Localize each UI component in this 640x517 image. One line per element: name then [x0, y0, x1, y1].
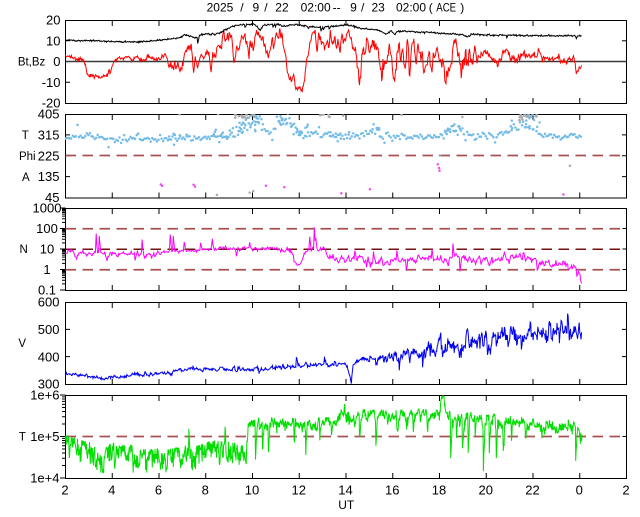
svg-text:02:00: 02:00 — [301, 0, 331, 14]
svg-text:0.1: 0.1 — [38, 283, 56, 298]
svg-text:45: 45 — [45, 190, 59, 205]
svg-text:ACE: ACE — [436, 0, 456, 14]
svg-text:100: 100 — [36, 221, 58, 236]
svg-text:2: 2 — [622, 483, 629, 498]
svg-text:V: V — [18, 338, 26, 350]
svg-text:(: ( — [429, 0, 433, 14]
svg-text:6: 6 — [155, 483, 162, 498]
svg-text:12: 12 — [292, 483, 306, 498]
svg-text:22: 22 — [525, 483, 539, 498]
svg-text:0: 0 — [53, 54, 60, 69]
svg-text:1e+5: 1e+5 — [30, 429, 59, 444]
svg-text:Phi: Phi — [19, 151, 36, 163]
svg-text:--: -- — [333, 0, 341, 14]
svg-text:405: 405 — [38, 107, 60, 122]
svg-text:8: 8 — [202, 483, 209, 498]
svg-text:UT: UT — [338, 498, 355, 512]
svg-text:10: 10 — [46, 33, 60, 48]
svg-text:1e+6: 1e+6 — [30, 388, 59, 403]
svg-text:4: 4 — [108, 483, 115, 498]
svg-text:/: / — [361, 0, 365, 14]
svg-text:Bt,Bz: Bt,Bz — [18, 57, 46, 69]
svg-text:500: 500 — [38, 322, 60, 337]
svg-text:18: 18 — [432, 483, 446, 498]
svg-text:10: 10 — [40, 242, 54, 257]
svg-text:A: A — [22, 172, 30, 184]
svg-text:T: T — [19, 432, 26, 444]
svg-text:300: 300 — [38, 377, 60, 392]
svg-text:/: / — [240, 0, 244, 14]
svg-text:135: 135 — [38, 169, 60, 184]
svg-text:9: 9 — [253, 0, 260, 14]
svg-text:14: 14 — [338, 483, 352, 498]
svg-text:10: 10 — [245, 483, 259, 498]
svg-text:/: / — [264, 0, 268, 14]
svg-text:315: 315 — [38, 128, 60, 143]
svg-text:225: 225 — [38, 148, 60, 163]
svg-text:600: 600 — [38, 295, 60, 310]
svg-text:22: 22 — [275, 0, 289, 14]
svg-text:0: 0 — [576, 483, 583, 498]
svg-text:23: 23 — [372, 0, 386, 14]
svg-text:-20: -20 — [42, 96, 61, 111]
svg-text:16: 16 — [385, 483, 399, 498]
svg-text:-10: -10 — [42, 75, 61, 90]
svg-text:9: 9 — [350, 0, 357, 14]
svg-text:N: N — [19, 244, 27, 256]
svg-text:400: 400 — [38, 349, 60, 364]
svg-text:1000: 1000 — [33, 201, 62, 216]
svg-text:2: 2 — [61, 483, 68, 498]
svg-text:T: T — [22, 130, 29, 142]
svg-text:1: 1 — [43, 262, 50, 277]
svg-text:1e+4: 1e+4 — [30, 471, 59, 486]
svg-text:20: 20 — [479, 483, 493, 498]
svg-text:02:00: 02:00 — [396, 0, 426, 14]
svg-text:): ) — [460, 0, 464, 14]
svg-text:2025: 2025 — [207, 0, 234, 14]
svg-text:20: 20 — [46, 13, 60, 28]
